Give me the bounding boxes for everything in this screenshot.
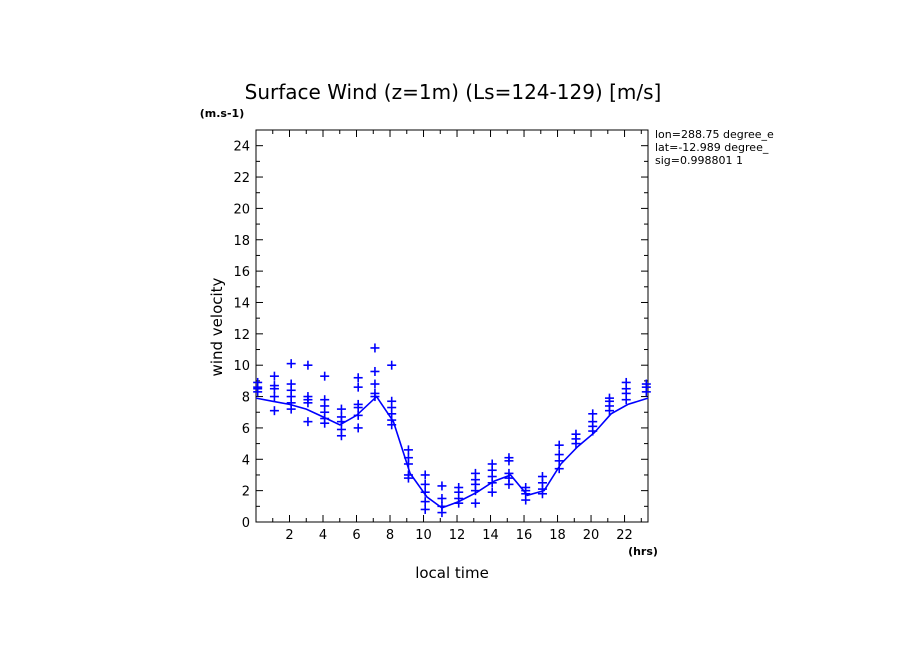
data-point bbox=[420, 504, 430, 514]
data-point bbox=[320, 395, 330, 405]
y-tick-label: 4 bbox=[242, 453, 250, 468]
x-unit-label: (hrs) bbox=[628, 545, 658, 558]
data-point bbox=[403, 470, 413, 480]
info-lon: lon=288.75 degree_e bbox=[655, 128, 774, 141]
y-tick-label: 18 bbox=[233, 234, 250, 249]
data-point bbox=[641, 379, 651, 389]
data-point bbox=[420, 479, 430, 489]
data-point bbox=[470, 498, 480, 508]
y-tick-label: 8 bbox=[242, 391, 250, 406]
y-tick-label: 14 bbox=[233, 296, 250, 311]
x-tick-label: 6 bbox=[352, 528, 360, 543]
data-point bbox=[437, 481, 447, 491]
data-point bbox=[437, 501, 447, 511]
data-point bbox=[370, 343, 380, 353]
data-point bbox=[269, 371, 279, 381]
data-point bbox=[420, 470, 430, 480]
data-point bbox=[621, 377, 631, 387]
x-tick-label: 18 bbox=[549, 528, 566, 543]
data-point bbox=[253, 384, 263, 394]
data-point bbox=[420, 497, 430, 507]
data-point bbox=[487, 487, 497, 497]
data-point bbox=[554, 464, 564, 474]
x-tick-label: 14 bbox=[482, 528, 499, 543]
data-point bbox=[521, 483, 531, 493]
data-point bbox=[269, 381, 279, 391]
data-point bbox=[370, 366, 380, 376]
data-point bbox=[554, 450, 564, 460]
x-tick-label: 8 bbox=[386, 528, 394, 543]
data-point bbox=[588, 409, 598, 419]
data-point bbox=[504, 468, 514, 478]
data-point bbox=[370, 388, 380, 398]
data-point bbox=[353, 373, 363, 383]
data-point bbox=[504, 453, 514, 463]
x-tick-label: 16 bbox=[516, 528, 533, 543]
y-tick-label: 0 bbox=[242, 516, 250, 531]
data-point bbox=[537, 472, 547, 482]
y-tick-label: 20 bbox=[233, 202, 250, 217]
data-point bbox=[487, 459, 497, 469]
x-axis-label: local time bbox=[415, 564, 489, 582]
y-axis-label: wind velocity bbox=[208, 277, 226, 376]
data-point bbox=[571, 429, 581, 439]
y-tick-label: 10 bbox=[233, 359, 250, 374]
y-tick-label: 12 bbox=[233, 328, 250, 343]
y-tick-label: 22 bbox=[233, 171, 250, 186]
data-point bbox=[353, 410, 363, 420]
data-point bbox=[454, 483, 464, 493]
x-tick-label: 2 bbox=[285, 528, 293, 543]
data-point bbox=[303, 392, 313, 402]
plot-frame bbox=[255, 129, 649, 523]
data-point bbox=[336, 404, 346, 414]
y-tick-label: 2 bbox=[242, 485, 250, 500]
data-point bbox=[403, 445, 413, 455]
data-point bbox=[303, 417, 313, 427]
data-point bbox=[470, 468, 480, 478]
data-point bbox=[588, 417, 598, 427]
data-point bbox=[403, 453, 413, 463]
data-point bbox=[387, 360, 397, 370]
data-point bbox=[437, 493, 447, 503]
data-point bbox=[353, 399, 363, 409]
data-point bbox=[303, 360, 313, 370]
data-point bbox=[336, 424, 346, 434]
data-point bbox=[320, 371, 330, 381]
data-point bbox=[353, 382, 363, 392]
data-point bbox=[286, 379, 296, 389]
chart-title: Surface Wind (z=1m) (Ls=124-129) [m/s] bbox=[245, 80, 662, 104]
x-tick-label: 10 bbox=[415, 528, 432, 543]
y-tick-label: 6 bbox=[242, 422, 250, 437]
x-tick-label: 4 bbox=[319, 528, 327, 543]
data-point bbox=[554, 440, 564, 450]
y-tick-label: 16 bbox=[233, 265, 250, 280]
data-point bbox=[286, 359, 296, 369]
data-point bbox=[387, 396, 397, 406]
data-point bbox=[370, 379, 380, 389]
y-unit-label: (m.s-1) bbox=[200, 107, 244, 120]
data-point bbox=[269, 392, 279, 402]
x-tick-label: 12 bbox=[449, 528, 466, 543]
info-lat: lat=-12.989 degree_ bbox=[655, 141, 769, 154]
data-point bbox=[353, 423, 363, 433]
x-tick-label: 20 bbox=[583, 528, 600, 543]
x-tick-label: 22 bbox=[616, 528, 633, 543]
data-point bbox=[269, 406, 279, 416]
data-point bbox=[336, 412, 346, 422]
x-axis: 2 4 6 8 10 12 14 16 18 20 22 bbox=[272, 130, 642, 543]
y-tick-label: 24 bbox=[233, 140, 250, 155]
info-sig: sig=0.998801 1 bbox=[655, 154, 743, 167]
plot-marks bbox=[253, 343, 651, 518]
data-point bbox=[604, 393, 614, 403]
data-point bbox=[420, 487, 430, 497]
